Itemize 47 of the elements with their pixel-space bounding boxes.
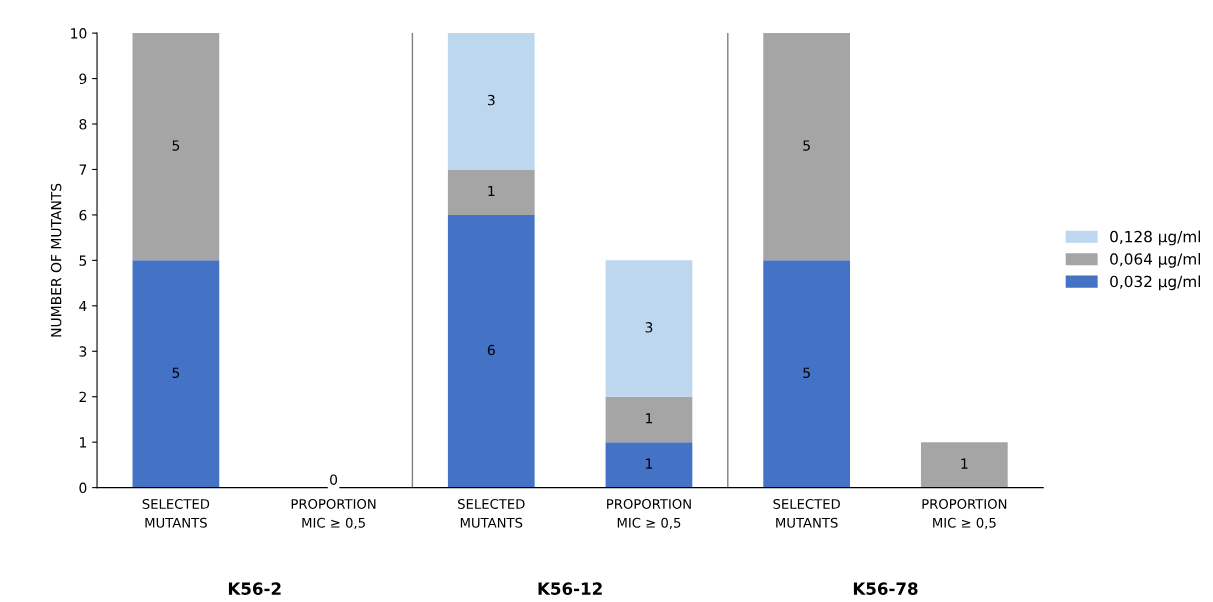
bar bbox=[605, 442, 693, 488]
bar bbox=[920, 442, 1008, 488]
data-label: 1 bbox=[646, 458, 653, 469]
data-label: 6 bbox=[487, 344, 495, 356]
bar bbox=[447, 33, 535, 170]
y-tick-label: 1 bbox=[80, 437, 87, 448]
data-label: 5 bbox=[172, 367, 180, 379]
data-label: 5 bbox=[172, 140, 180, 151]
y-tick-label: 5 bbox=[79, 255, 87, 266]
bar bbox=[763, 260, 851, 488]
y-axis-title: NUMBER OF MUTANTS bbox=[50, 183, 62, 337]
data-label: 1 bbox=[961, 458, 968, 469]
y-tick-label: 3 bbox=[79, 346, 87, 357]
bar bbox=[132, 260, 220, 488]
data-label: 0 bbox=[330, 474, 338, 485]
x-tick-label: PROPORTION MIC ≥ 0,5 bbox=[291, 498, 376, 530]
y-tick-label: 6 bbox=[79, 209, 87, 221]
x-tick-label: SELECTED MUTANTS bbox=[142, 498, 210, 528]
bar bbox=[763, 33, 851, 261]
bar bbox=[605, 260, 693, 397]
bar bbox=[447, 169, 535, 215]
bar bbox=[132, 33, 220, 261]
legend-label: 0,064 µg/ml bbox=[1110, 252, 1201, 268]
legend-label: 0,128 µg/ml bbox=[1110, 230, 1201, 246]
data-label: 5 bbox=[803, 140, 810, 151]
x-tick-label: SELECTED MUTANTS bbox=[773, 498, 840, 528]
bar bbox=[605, 396, 693, 443]
y-tick-label: 8 bbox=[79, 118, 87, 130]
y-tick-label: 2 bbox=[79, 391, 86, 402]
y-tick-label: 4 bbox=[79, 300, 87, 312]
text: K56-12 bbox=[538, 582, 602, 595]
legend-label: 0,032 µg/ml bbox=[1110, 275, 1201, 291]
y-tick-label: 7 bbox=[79, 164, 87, 175]
text: K56-78 bbox=[853, 582, 918, 595]
x-tick-label: SELECTED MUTANTS bbox=[458, 498, 525, 528]
data-label: 5 bbox=[803, 367, 810, 379]
data-label: 1 bbox=[488, 185, 495, 197]
y-tick-label: 10 bbox=[71, 28, 87, 39]
data-label: 3 bbox=[487, 94, 495, 106]
x-tick-label: PROPORTION MIC ≥ 0,5 bbox=[922, 498, 1007, 530]
bar bbox=[447, 214, 535, 488]
data-label: 3 bbox=[645, 322, 653, 333]
x-tick-label: PROPORTION MIC ≥ 0,5 bbox=[607, 498, 691, 530]
y-tick-label: 9 bbox=[79, 73, 87, 85]
data-label: 1 bbox=[646, 413, 653, 424]
text: K56-2 bbox=[228, 582, 281, 595]
y-tick-label: 0 bbox=[79, 482, 87, 494]
